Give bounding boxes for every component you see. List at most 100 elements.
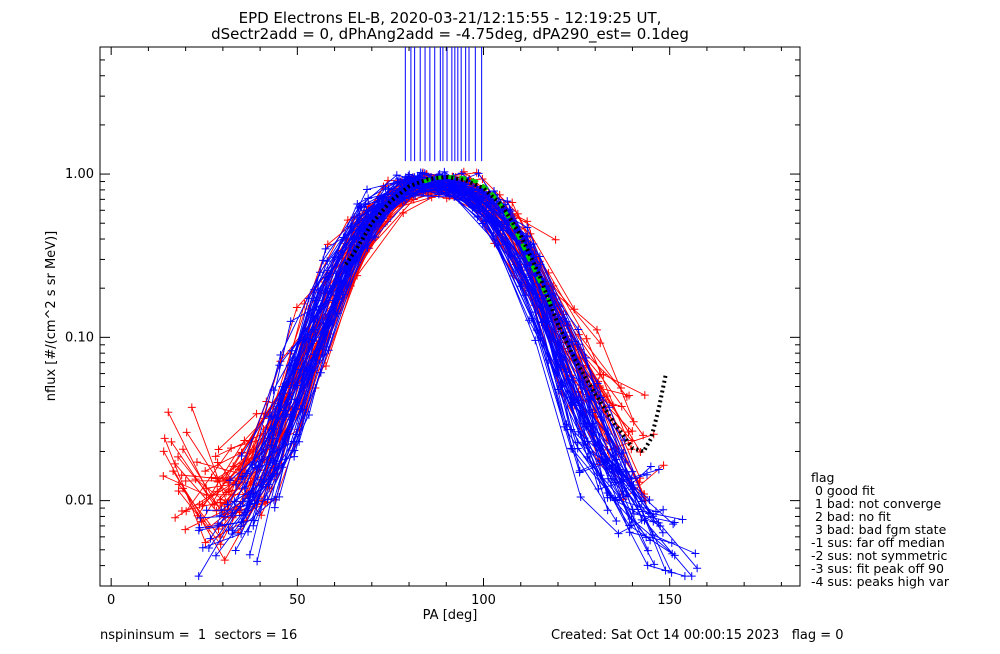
data-point — [239, 517, 248, 526]
data-point — [413, 171, 422, 180]
data-point — [487, 211, 496, 220]
data-point — [531, 308, 540, 317]
data-point — [201, 467, 210, 476]
data-point — [244, 490, 253, 499]
data-point — [181, 476, 190, 485]
data-point — [192, 458, 201, 467]
data-point — [661, 566, 670, 575]
data-point — [611, 496, 620, 505]
data-point — [249, 521, 258, 530]
data-point — [159, 472, 168, 481]
data-point — [459, 183, 468, 192]
data-point — [447, 180, 456, 189]
data-point — [523, 223, 532, 232]
footer-left: nspininsum = 1 sectors = 16 — [100, 628, 297, 643]
series-line — [271, 174, 649, 551]
data-point — [472, 168, 481, 177]
data-point — [293, 430, 302, 439]
data-point — [625, 528, 634, 537]
data-point — [323, 257, 332, 266]
data-point — [211, 452, 220, 461]
data-point — [159, 447, 168, 456]
data-point — [238, 497, 247, 506]
data-point — [160, 434, 169, 443]
legend-item: -4 sus: peaks high var — [811, 574, 950, 589]
data-point — [269, 386, 278, 395]
data-point — [625, 391, 634, 400]
data-point — [617, 448, 626, 457]
data-point — [276, 351, 285, 360]
data-layer — [159, 47, 702, 581]
data-point — [570, 337, 579, 346]
data-point — [334, 252, 343, 261]
x-tick-label: 100 — [471, 593, 496, 608]
data-point — [552, 349, 561, 358]
data-point — [254, 494, 263, 503]
data-point — [316, 268, 325, 277]
data-point — [392, 171, 401, 180]
data-point — [636, 448, 645, 457]
data-point — [629, 417, 638, 426]
data-point — [263, 495, 272, 504]
data-point — [575, 468, 584, 477]
data-point — [381, 183, 390, 192]
data-point — [363, 185, 372, 194]
data-point — [204, 544, 213, 553]
data-point — [629, 509, 638, 518]
data-point — [401, 173, 410, 182]
data-point — [282, 410, 291, 419]
data-point — [589, 428, 598, 437]
data-point — [570, 305, 579, 314]
data-point — [240, 436, 249, 445]
data-point — [237, 452, 246, 461]
data-point — [687, 572, 696, 581]
fit-line-green — [423, 174, 553, 305]
data-point — [659, 461, 668, 470]
data-point — [181, 525, 190, 534]
legend-item: 2 bad: no fit — [811, 509, 891, 524]
series-line — [224, 186, 646, 504]
data-point — [213, 477, 222, 486]
data-point — [667, 538, 676, 547]
data-point — [478, 219, 487, 228]
data-point — [227, 444, 236, 453]
data-point — [642, 470, 651, 479]
axis-layer: 0 50 100 150 0.01 0.10 1.00 — [65, 46, 800, 608]
data-point — [654, 465, 663, 474]
data-point — [257, 511, 266, 520]
data-point — [182, 428, 191, 437]
series-line — [269, 189, 686, 577]
data-point — [202, 506, 211, 515]
data-point — [680, 572, 689, 581]
data-point — [389, 179, 398, 188]
series-line — [231, 183, 693, 577]
data-point — [226, 476, 235, 485]
data-point — [403, 177, 412, 186]
data-point — [596, 339, 605, 348]
data-point — [624, 428, 633, 437]
data-point — [508, 198, 517, 207]
data-point — [659, 505, 668, 514]
data-point — [194, 526, 203, 535]
data-point — [670, 518, 679, 527]
data-point — [286, 317, 295, 326]
data-point — [646, 462, 655, 471]
data-point — [214, 445, 223, 454]
legend-item: -3 sus: fit peak off 90 — [811, 561, 944, 576]
data-point — [318, 315, 327, 324]
chart-subtitle: dSectr2add = 0, dPhAng2add = -4.75deg, d… — [211, 25, 689, 44]
data-point — [399, 209, 408, 218]
y-tick-label: 1.00 — [65, 167, 94, 182]
data-point — [212, 506, 221, 515]
data-point — [440, 167, 449, 176]
data-point — [231, 480, 240, 489]
data-point — [292, 303, 301, 312]
data-point — [583, 437, 592, 446]
data-point — [628, 427, 637, 436]
data-point — [459, 167, 468, 176]
data-point — [522, 232, 531, 241]
data-point — [544, 355, 553, 364]
data-point — [582, 334, 591, 343]
data-point — [224, 487, 233, 496]
